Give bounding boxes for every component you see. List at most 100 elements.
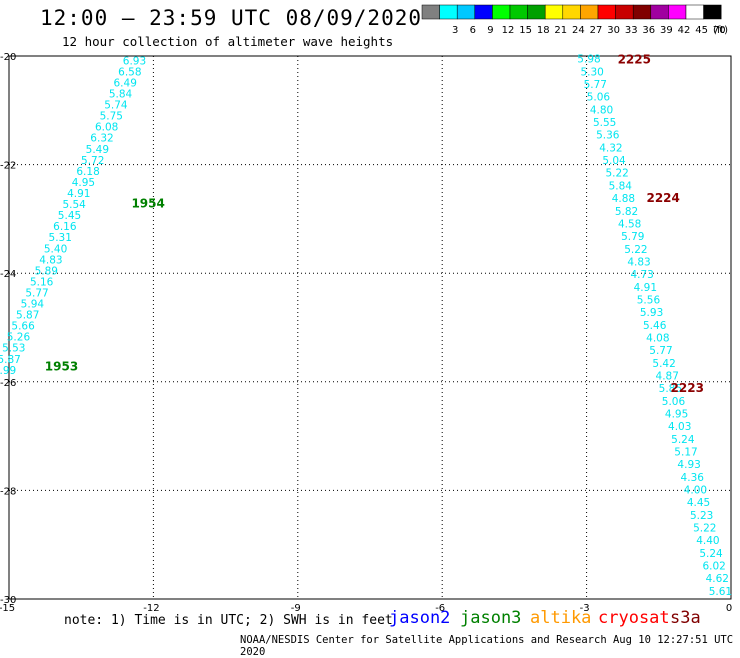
pass-time-label: 1953 [45,360,78,374]
satellite-legend-jason2: jason2 [389,608,451,628]
wave-height-value: 5.40 [44,243,67,255]
wave-height-value: 6.58 [118,66,141,78]
pass-time-label: 1954 [131,197,164,211]
wave-height-value: 4.91 [634,282,657,294]
wave-height-value: 5.23 [690,510,713,522]
lat-tick-label: -24 [0,269,16,280]
satellite-legend-cryosat: cryosat [598,608,670,628]
wave-height-value: 4.45 [687,497,710,509]
legend-tick-label: 6 [470,25,476,36]
credit-line: NOAA/NESDIS Center for Satellite Applica… [240,634,734,658]
wave-height-value: 5.04 [602,155,626,167]
wave-height-value: 5.06 [587,92,611,104]
lon-tick-label: -3 [580,603,590,614]
wave-height-value: 5.84 [109,89,133,101]
wave-height-value: 4.00 [684,484,707,496]
legend-tick-label: 42 [678,25,691,36]
wave-height-value: 5.45 [58,210,81,222]
wave-height-value: 5.31 [49,232,72,244]
wave-height-value: 5.22 [605,168,628,180]
wave-height-value: 5.42 [652,358,675,370]
wave-height-value: 5.49 [86,144,109,156]
wave-height-value: 4.40 [696,535,719,547]
wave-height-value: 5.06 [662,396,686,408]
wave-height-value: 6.02 [702,561,725,573]
wave-height-value: 5.56 [637,294,661,306]
wave-height-value: 6.49 [114,77,137,89]
wave-height-value: 5.85 [659,383,682,395]
wave-height-value: 5.46 [643,320,667,332]
pass-time-label: 2223 [671,381,704,395]
legend-tick-label: 24 [572,25,585,36]
wave-height-value: 5.53 [2,343,25,355]
wave-height-value: 5.24 [699,548,723,560]
lon-tick-label: 0 [726,603,732,614]
legend-tick-label: 12 [502,25,515,36]
wave-height-value: 5.93 [640,307,663,319]
wave-height-value: 5.84 [609,180,633,192]
wave-height-value: 4.99 [0,365,16,377]
legend-tick-label: 21 [554,25,567,36]
pass-time-label: 2224 [646,191,679,205]
legend-tick-label: 39 [660,25,673,36]
wave-height-value: 5.66 [11,321,35,333]
wave-height-value: 4.08 [646,332,669,344]
wave-height-value: 4.87 [656,370,679,382]
wave-height-value: 5.94 [21,299,45,311]
wave-height-value: 5.98 [577,54,600,66]
lat-tick-label: -20 [0,52,16,63]
lat-tick-label: -22 [0,161,16,172]
legend-tick-label: 30 [607,25,620,36]
legend-unit-label: (ft) [713,25,728,36]
wave-height-value: 5.36 [596,130,620,142]
wave-height-value: 4.95 [665,408,688,420]
wave-height-value: 4.80 [590,104,613,116]
wave-height-value: 5.22 [693,523,716,535]
wave-height-value: 4.95 [72,177,95,189]
wave-height-value: 5.55 [593,117,616,129]
lon-tick-label: -9 [291,603,301,614]
wave-height-value: 5.16 [30,276,54,288]
lon-tick-label: -12 [143,603,159,614]
color-scale-legend: 3 6 9 12 15 18 21 24 27 30 33 36 39 42 45 70(ft) [421,4,728,36]
legend-tick-label: 15 [519,25,532,36]
wave-height-value: 4.62 [706,573,729,585]
wave-height-value: 5.82 [615,206,638,218]
lon-tick-label: -6 [435,603,445,614]
page-title: 12:00 – 23:59 UTC 08/09/2020 [40,6,423,30]
wave-height-value: 6.18 [76,166,99,178]
pass-time-label: 2225 [618,53,651,67]
legend-tick-label: 27 [590,25,603,36]
wave-height-value: 6.93 [123,55,146,67]
satellite-legend-altika: altika [530,608,592,628]
wave-height-value: 4.83 [39,254,62,266]
map-frame [8,55,732,600]
wave-height-value: 5.17 [674,446,697,458]
wave-height-value: 5.89 [35,265,58,277]
wave-height-value: 4.36 [681,472,705,484]
wave-height-value: 4.73 [630,269,653,281]
satellite-legend-jason3: jason3 [460,608,522,628]
wave-height-value: 6.08 [95,122,118,134]
legend-tick-label: 36 [642,25,655,36]
wave-height-value: 5.24 [671,434,695,446]
wave-height-value: 5.77 [25,287,48,299]
wave-height-value: 5.72 [81,155,104,167]
wave-height-map: -15 -12 -9 -6 -3 0-20-22-24-26-28-306.936.586… [0,52,732,614]
legend-tick-label: 3 [452,25,458,36]
page-subtitle: 12 hour collection of altimeter wave hei… [62,34,394,49]
wave-height-value: 5.26 [7,332,31,344]
wave-height-value: 5.77 [649,345,672,357]
wave-height-value: 4.88 [612,193,635,205]
legend-tick-label: 33 [625,25,638,36]
legend-tick-label: 45 [695,25,708,36]
lat-tick-label: -28 [0,486,16,497]
lat-tick-label: -30 [0,595,16,606]
footer-note: note: 1) Time is in UTC; 2) SWH is in fe… [64,613,393,628]
wave-height-value: 5.75 [100,111,123,123]
wave-height-value: 5.22 [624,244,647,256]
wave-height-value: 6.16 [53,221,77,233]
lat-tick-label: -26 [0,378,16,389]
wave-height-value: 5.61 [709,586,732,598]
